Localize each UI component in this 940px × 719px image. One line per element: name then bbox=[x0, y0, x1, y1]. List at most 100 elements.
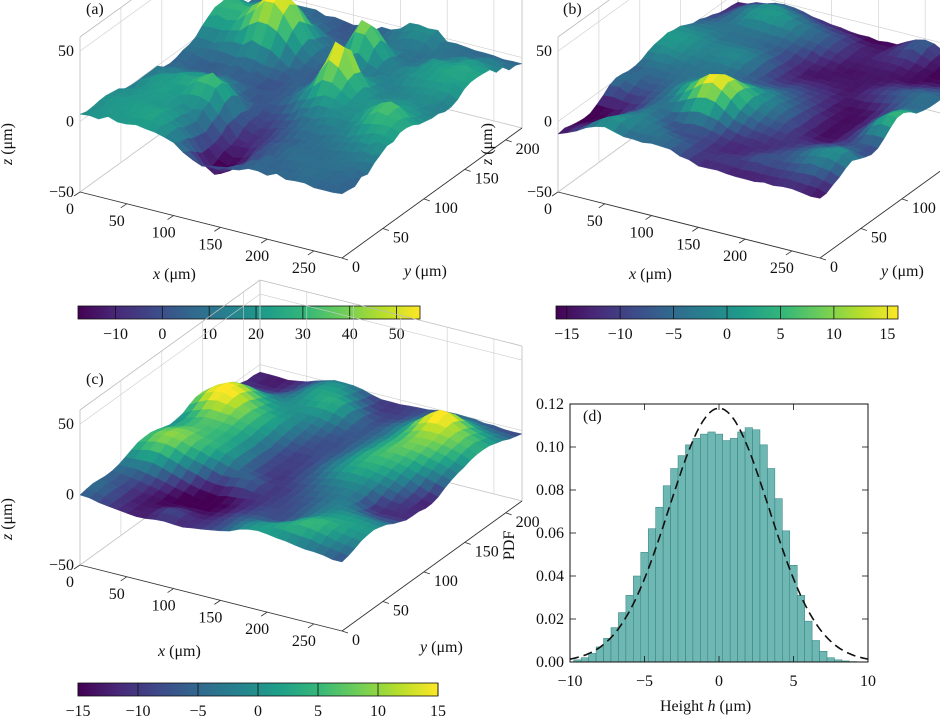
x-tick-label: 50 bbox=[587, 213, 603, 230]
y-tick-label: 150 bbox=[475, 543, 499, 560]
histogram-bar bbox=[588, 653, 597, 663]
x-tick-mark bbox=[73, 564, 81, 570]
colorbar-tick-label: 5 bbox=[314, 703, 322, 719]
y-tick-label: 0 bbox=[352, 632, 360, 649]
x-tick-mark bbox=[260, 238, 268, 244]
panel-c-colorbar: −15 −10 −5 0 5 10 15 bbox=[65, 682, 446, 719]
z-tick-label: 0 bbox=[544, 114, 552, 131]
histogram-bar bbox=[767, 468, 776, 663]
colorbar-tick-label: 10 bbox=[201, 326, 217, 343]
grid-line bbox=[259, 293, 523, 361]
x-tick-label: 0 bbox=[66, 574, 74, 591]
histogram-bar bbox=[796, 595, 805, 663]
colorbar-tick-label: 10 bbox=[826, 326, 842, 343]
x-tick-label: 200 bbox=[723, 248, 747, 265]
histogram-bar bbox=[737, 431, 746, 663]
panel-d: 0.00 0.02 0.04 0.06 0.08 0.10 0.12 −10 −5 0 5 10 (… bbox=[501, 396, 876, 715]
histogram-bar bbox=[759, 444, 768, 663]
histogram-bar bbox=[662, 485, 671, 663]
y-tick-label: 100 bbox=[912, 200, 936, 217]
histogram-bar bbox=[729, 438, 738, 663]
panel-a-colorbar: −10 0 10 20 30 40 50 bbox=[77, 305, 421, 343]
y-tick-mark bbox=[819, 257, 827, 261]
histogram-bar bbox=[692, 438, 701, 663]
y-tick-mark bbox=[860, 228, 868, 231]
x-axis-line bbox=[79, 191, 343, 259]
histogram-bar bbox=[655, 506, 664, 663]
panel-b-surface bbox=[557, 1, 940, 199]
histogram-bar bbox=[610, 627, 619, 663]
histogram-bar bbox=[647, 528, 656, 663]
panel-a-label: (a) bbox=[86, 1, 104, 18]
panel-a-x-axis-label: x (μm) bbox=[152, 266, 196, 283]
box-edge bbox=[79, 279, 261, 411]
y-tick-mark bbox=[901, 198, 908, 202]
panel-b-colorbar: −15 −10 −5 0 5 10 15 bbox=[554, 305, 899, 343]
y-tick-mark bbox=[505, 139, 512, 143]
histogram-x-axis-label: Height h (μm) bbox=[660, 698, 751, 715]
histogram-y-axis-label: PDF bbox=[501, 531, 518, 560]
panel-b-label: (b) bbox=[563, 1, 582, 18]
x-tick-label: −5 bbox=[636, 673, 653, 690]
x-tick-label: 200 bbox=[245, 248, 269, 265]
panel-c-y-ticks: 0 50 100 150 200 bbox=[341, 512, 540, 649]
histogram-y-ticks: 0.00 0.02 0.04 0.06 0.08 0.10 0.12 bbox=[536, 396, 868, 671]
colorbar-tick-label: 40 bbox=[342, 326, 358, 343]
y-tick-label: 200 bbox=[516, 141, 540, 158]
grid-line bbox=[259, 364, 523, 431]
y-tick-label: 0.10 bbox=[536, 439, 564, 456]
x-tick-mark bbox=[598, 203, 606, 209]
y-tick-label: 0.12 bbox=[536, 396, 564, 413]
y-tick-label: 100 bbox=[434, 573, 458, 590]
colorbar-tick-label: 0 bbox=[723, 326, 731, 343]
surface-cell bbox=[933, 66, 940, 75]
colorbar-tick-label: 0 bbox=[254, 703, 262, 719]
panel-b-x-axis-label: x (μm) bbox=[628, 266, 672, 283]
z-tick-label: 0 bbox=[66, 487, 74, 504]
colorbar-tick-label: −10 bbox=[103, 326, 128, 343]
panel-d-label: (d) bbox=[583, 408, 602, 425]
y-tick-mark bbox=[382, 228, 390, 231]
x-tick-label: 50 bbox=[109, 213, 125, 230]
panel-b-z-ticks: 50 0 −50 bbox=[527, 43, 552, 201]
x-tick-label: 100 bbox=[630, 225, 654, 242]
histogram-bar bbox=[715, 433, 723, 663]
colorbar-tick-label: −10 bbox=[608, 326, 633, 343]
grid-line bbox=[79, 293, 261, 425]
panel-c-x-ticks: 0 50 100 150 200 250 bbox=[66, 564, 316, 650]
x-tick-mark bbox=[645, 215, 652, 220]
box-edge bbox=[557, 0, 610, 38]
x-tick-label: 150 bbox=[676, 236, 700, 253]
y-tick-label: 200 bbox=[516, 514, 540, 531]
y-tick-label: 100 bbox=[434, 200, 458, 217]
colorbar-tick-label: −5 bbox=[665, 326, 682, 343]
x-tick-mark bbox=[214, 600, 221, 605]
panel-a-surface bbox=[79, 0, 523, 195]
x-tick-label: 10 bbox=[860, 673, 876, 690]
panel-a-y-axis-label: y (μm) bbox=[402, 263, 447, 280]
gaussian-fit-line bbox=[569, 407, 869, 660]
y-tick-label: 50 bbox=[393, 229, 409, 246]
colorbar-tick-label: −15 bbox=[65, 703, 90, 719]
z-tick-label: −50 bbox=[49, 184, 74, 201]
colorbar-tick-label: −15 bbox=[554, 326, 579, 343]
y-tick-mark bbox=[341, 257, 349, 261]
x-tick-label: 0 bbox=[715, 673, 723, 690]
histogram-bar bbox=[819, 651, 828, 663]
z-tick-label: 50 bbox=[58, 416, 74, 433]
x-axis-line bbox=[557, 191, 821, 259]
y-tick-label: 0 bbox=[352, 259, 360, 276]
colorbar-tick-label: −5 bbox=[189, 703, 206, 719]
z-tick-label: 50 bbox=[58, 43, 74, 60]
y-tick-label: 0.06 bbox=[536, 525, 564, 542]
histogram-bar bbox=[752, 429, 761, 663]
x-tick-mark bbox=[738, 238, 746, 244]
panel-c-z-axis-label: z (μm) bbox=[0, 498, 16, 541]
x-tick-label: 5 bbox=[790, 673, 798, 690]
surface-cell bbox=[936, 77, 940, 81]
surface-cell bbox=[937, 53, 940, 59]
histogram-bar bbox=[640, 552, 649, 663]
